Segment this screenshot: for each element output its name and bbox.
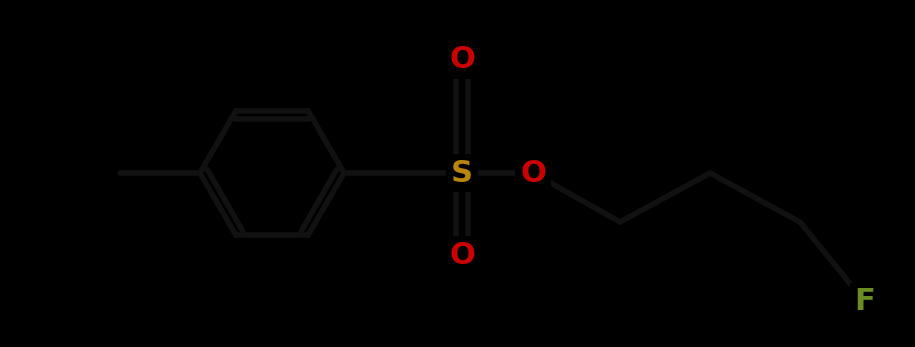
Text: O: O (449, 240, 475, 270)
Text: S: S (451, 159, 473, 187)
Text: O: O (449, 45, 475, 75)
Text: F: F (855, 288, 876, 316)
Text: O: O (520, 159, 546, 187)
